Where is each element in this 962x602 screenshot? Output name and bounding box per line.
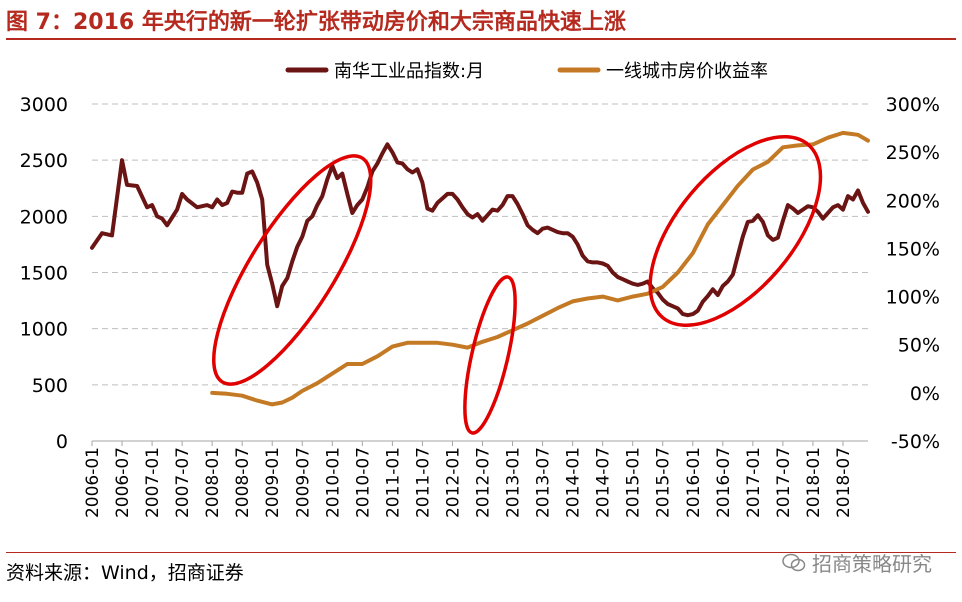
x-tick-label: 2013-01 (504, 447, 524, 518)
x-tick-label: 2007-01 (143, 447, 163, 518)
y-right-tick-label: 0% (910, 383, 940, 405)
x-tick-label: 2008-01 (203, 447, 223, 518)
x-tick-label: 2010-01 (323, 447, 343, 518)
highlight-ellipse (212, 154, 373, 386)
x-tick-label: 2017-01 (744, 447, 764, 518)
x-tick-label: 2018-01 (804, 447, 824, 518)
left-axis-ticks: 0 500 1000 1500 2000 2500 3000 (20, 94, 68, 453)
chart-title: 图 7：2016 年央行的新一轮扩张带动房价和大宗商品快速上涨 (6, 10, 626, 35)
wechat-icon (782, 553, 806, 571)
y-right-tick-label: 300% (886, 94, 940, 116)
x-tick-label: 2012-01 (443, 447, 463, 518)
y-left-tick-label: 2000 (20, 206, 68, 228)
legend-label: 一线城市房价收益率 (606, 61, 768, 82)
title-divider (6, 38, 956, 40)
footer-divider (6, 552, 956, 553)
y-left-tick-label: 1000 (20, 319, 68, 341)
y-right-tick-label: 100% (886, 287, 940, 309)
x-tick-label: 2017-07 (774, 447, 794, 518)
highlight-ellipse (648, 134, 823, 328)
line-chart: 0 500 1000 1500 2000 2500 3000 -50% 0% 50% 100% 15… (20, 61, 940, 518)
x-tick-label: 2012-07 (474, 447, 494, 518)
x-tick-label: 2009-01 (263, 447, 283, 518)
x-tick-label: 2015-01 (624, 447, 644, 518)
y-left-tick-label: 500 (32, 375, 68, 397)
x-tick-label: 2014-07 (594, 447, 614, 518)
x-tick-label: 2009-07 (293, 447, 313, 518)
y-right-tick-label: 150% (886, 238, 940, 260)
x-tick-label: 2006-01 (83, 447, 103, 518)
series-line-2 (210, 130, 870, 407)
x-tick-label: 2006-07 (113, 447, 133, 518)
legend-label: 南华工业品指数:月 (334, 61, 484, 82)
source-note: 资料来源：Wind，招商证券 (6, 562, 244, 584)
right-axis-ticks: -50% 0% 50% 100% 150% 200% 250% 300% (886, 94, 940, 453)
x-tick-label: 2010-07 (353, 447, 373, 518)
series-lines (90, 130, 870, 407)
y-left-tick-label: 3000 (20, 94, 68, 116)
x-tick-label: 2007-07 (173, 447, 193, 518)
watermark-text: 招商策略研究 (812, 552, 932, 576)
x-tick-label: 2011-07 (413, 447, 433, 518)
y-left-tick-label: 2500 (20, 150, 68, 172)
x-tick-label: 2015-07 (654, 447, 674, 518)
x-tick-label: 2018-07 (834, 447, 854, 518)
legend: 南华工业品指数:月 一线城市房价收益率 (285, 61, 768, 82)
series-line-1 (90, 142, 870, 318)
y-right-tick-label: 200% (886, 190, 940, 212)
y-left-tick-label: 1500 (20, 263, 68, 285)
y-right-tick-label: 50% (898, 335, 940, 357)
x-tick-label: 2011-01 (383, 447, 403, 518)
highlight-ellipse (463, 275, 517, 435)
annotation-ellipses (212, 134, 823, 435)
x-tick-label: 2008-07 (233, 447, 253, 518)
y-left-tick-label: 0 (56, 431, 68, 453)
x-tick-label: 2016-07 (714, 447, 734, 518)
x-axis: 2006-01 2006-07 2007-01 2007-07 2008-01 2008-… (83, 440, 868, 518)
y-right-tick-label: 250% (886, 142, 940, 164)
x-tick-label: 2014-01 (564, 447, 584, 518)
y-right-tick-label: -50% (891, 431, 940, 453)
x-tick-label: 2013-07 (534, 447, 554, 518)
x-tick-label: 2016-01 (684, 447, 704, 518)
watermark: 招商策略研究 (782, 548, 932, 577)
